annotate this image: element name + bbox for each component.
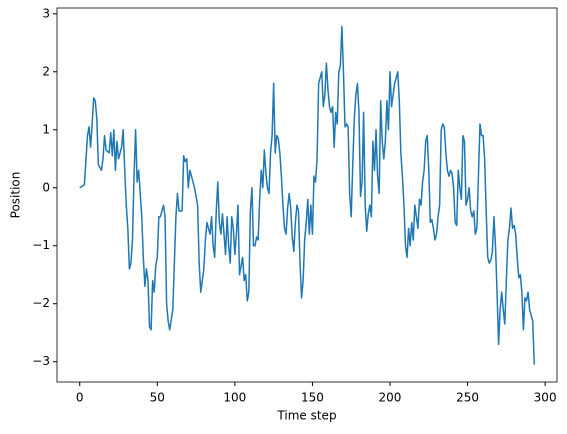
y-tick-label: 1 (42, 122, 50, 136)
x-tick-label: 100 (223, 391, 246, 405)
x-tick-label: 300 (534, 391, 557, 405)
y-tick-label: 3 (42, 6, 50, 20)
x-tick-label: 200 (379, 391, 402, 405)
x-tick-label: 50 (150, 391, 165, 405)
y-tick-label: −3 (32, 354, 50, 368)
x-tick-label: 250 (456, 391, 479, 405)
plot-frame (56, 7, 558, 383)
y-tick-label: 0 (42, 180, 50, 194)
x-axis-label: Time step (276, 409, 336, 423)
x-tick-label: 150 (301, 391, 324, 405)
y-axis-label: Position (9, 172, 23, 219)
data-line (79, 25, 536, 365)
y-tick-label: 2 (42, 64, 50, 78)
x-tick-label: 0 (76, 391, 84, 405)
y-tick-label: −2 (32, 296, 50, 310)
y-tick-label: −1 (32, 238, 50, 252)
